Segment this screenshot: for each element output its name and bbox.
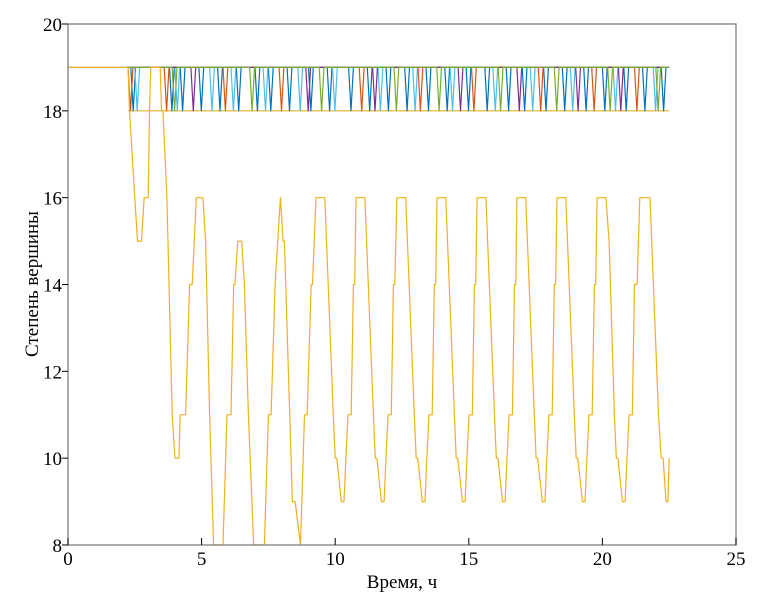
x-tick-label: 0 [63, 549, 73, 570]
x-tick-label: 15 [459, 549, 478, 570]
x-axis-label: Время, ч [367, 572, 438, 593]
y-tick-labels: 8 10 12 14 16 18 20 [43, 15, 63, 557]
x-tick-label: 10 [326, 549, 345, 570]
y-tick-label: 8 [53, 536, 63, 557]
y-tick-label: 18 [43, 102, 62, 123]
plot-lines [68, 66, 670, 546]
y-tick-label: 10 [43, 449, 62, 470]
y-tick-label: 20 [43, 15, 62, 36]
y-axis-label: Степень вершины [22, 211, 43, 357]
ticks [62, 23, 737, 546]
x-tick-label: 25 [727, 549, 746, 570]
y-tick-label: 16 [43, 189, 62, 210]
series-line-4 [126, 66, 670, 112]
series-line-7 [126, 66, 670, 112]
y-tick-label: 14 [43, 276, 63, 297]
y-tick-label: 12 [43, 362, 62, 383]
x-tick-label: 20 [593, 549, 612, 570]
x-tick-label: 5 [197, 549, 207, 570]
series-line-8 [68, 66, 670, 546]
x-tick-labels: 0 5 10 15 20 25 [63, 549, 745, 570]
